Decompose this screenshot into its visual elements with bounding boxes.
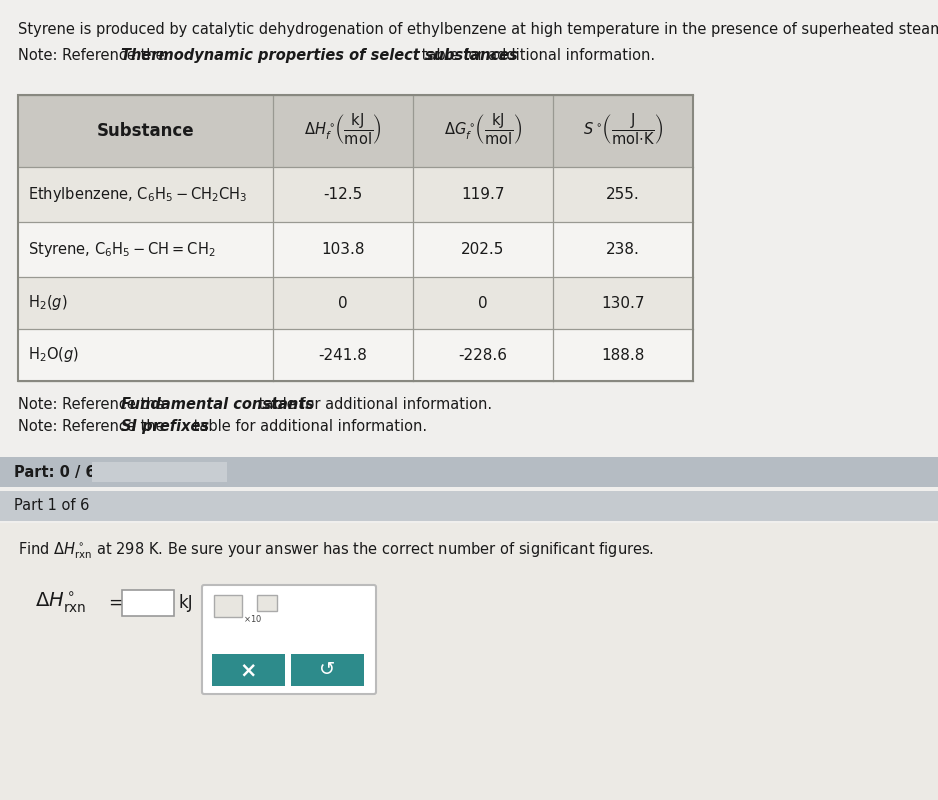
Bar (0, 491, 938, 521)
Text: table for additional information.: table for additional information. (417, 48, 655, 63)
Bar (18, 95, 693, 167)
Bar (92, 462, 227, 482)
Text: Substance: Substance (97, 122, 194, 140)
Bar (122, 590, 174, 616)
Text: Note: Reference the: Note: Reference the (18, 397, 169, 412)
Text: 202.5: 202.5 (461, 242, 505, 257)
Bar (0, 523, 938, 800)
Text: Styrene is produced by catalytic dehydrogenation of ethylbenzene at high tempera: Styrene is produced by catalytic dehydro… (18, 22, 938, 37)
Bar (18, 95, 693, 381)
Text: Fundamental constants: Fundamental constants (121, 397, 314, 412)
Text: SI prefixes: SI prefixes (121, 419, 209, 434)
Text: 238.: 238. (606, 242, 640, 257)
Bar (18, 329, 693, 381)
Text: ×: × (240, 660, 257, 680)
Text: $\times$10: $\times$10 (243, 613, 262, 624)
Text: $\Delta H^\circ_{\mathrm{rxn}}$: $\Delta H^\circ_{\mathrm{rxn}}$ (35, 590, 86, 615)
Text: Note: Reference the: Note: Reference the (18, 48, 169, 63)
Bar (257, 595, 277, 611)
Text: Part: 0 / 6: Part: 0 / 6 (14, 465, 96, 479)
Text: 255.: 255. (606, 187, 640, 202)
Text: 130.7: 130.7 (601, 295, 644, 310)
Text: -241.8: -241.8 (319, 347, 368, 362)
Bar (0, 457, 938, 487)
Text: $\Delta G_f^\circ\!\left(\dfrac{\mathrm{kJ}}{\mathrm{mol}}\right)$: $\Delta G_f^\circ\!\left(\dfrac{\mathrm{… (444, 111, 522, 146)
Text: 119.7: 119.7 (461, 187, 505, 202)
Bar (18, 222, 693, 277)
FancyBboxPatch shape (202, 585, 376, 694)
Text: $\Delta H_f^\circ\!\left(\dfrac{\mathrm{kJ}}{\mathrm{mol}}\right)$: $\Delta H_f^\circ\!\left(\dfrac{\mathrm{… (304, 111, 382, 146)
Text: Thermodynamic properties of select substances: Thermodynamic properties of select subst… (121, 48, 518, 63)
Text: Find $\Delta H^\circ_{\mathrm{rxn}}$ at 298 K. Be sure your answer has the corre: Find $\Delta H^\circ_{\mathrm{rxn}}$ at … (18, 541, 654, 562)
Bar (291, 654, 364, 686)
Text: Part 1 of 6: Part 1 of 6 (14, 498, 89, 514)
Text: -12.5: -12.5 (324, 187, 363, 202)
Text: Ethylbenzene, $\mathrm{C_6H_5}-\mathrm{CH_2CH_3}$: Ethylbenzene, $\mathrm{C_6H_5}-\mathrm{C… (28, 185, 248, 204)
Bar (18, 95, 693, 381)
Text: Styrene, $\mathrm{C_6H_5}-\mathrm{CH{=}CH_2}$: Styrene, $\mathrm{C_6H_5}-\mathrm{CH{=}C… (28, 240, 216, 259)
Text: ↺: ↺ (319, 661, 336, 679)
Text: =: = (108, 594, 123, 612)
Text: 103.8: 103.8 (321, 242, 365, 257)
Bar (18, 167, 693, 222)
Text: kJ: kJ (179, 594, 193, 612)
Text: $\mathrm{H_2O}(g)$: $\mathrm{H_2O}(g)$ (28, 346, 79, 365)
Bar (212, 654, 285, 686)
Text: Note: Reference the: Note: Reference the (18, 419, 169, 434)
Text: -228.6: -228.6 (459, 347, 507, 362)
Text: $\mathrm{H_2}(g)$: $\mathrm{H_2}(g)$ (28, 294, 68, 313)
Text: 0: 0 (478, 295, 488, 310)
Bar (18, 277, 693, 329)
Text: table for additional information.: table for additional information. (189, 419, 427, 434)
Text: table for additional information.: table for additional information. (254, 397, 492, 412)
Text: 0: 0 (339, 295, 348, 310)
Text: 188.8: 188.8 (601, 347, 644, 362)
Text: $S^\circ\!\left(\dfrac{\mathrm{J}}{\mathrm{mol{\cdot}K}}\right)$: $S^\circ\!\left(\dfrac{\mathrm{J}}{\math… (582, 111, 663, 146)
Bar (214, 595, 242, 617)
